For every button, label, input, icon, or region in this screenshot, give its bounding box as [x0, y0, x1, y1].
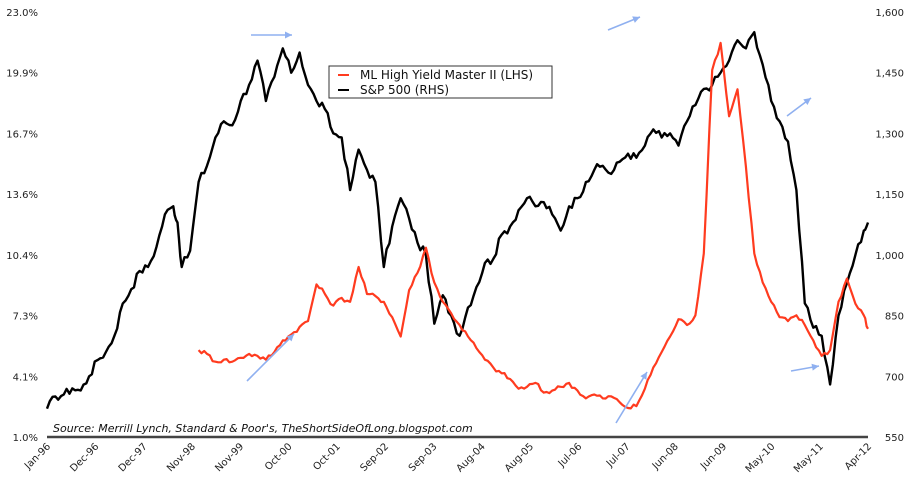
y-left-tick-label: 16.7%	[6, 129, 38, 140]
x-axis: Jan-96 Dec-96 Dec-97 Nov-98 Nov-99 Oct-00 Oct-…	[22, 441, 874, 475]
y-left-tick-label: 4.1%	[13, 372, 38, 383]
x-tick-label: Jun-08	[650, 441, 681, 472]
y-right-tick-label: 550	[885, 433, 904, 444]
series-line-sp500	[45, 31, 870, 410]
x-tick-label: Dec-97	[117, 441, 150, 474]
legend-label-hy: ML High Yield Master II (LHS)	[360, 68, 533, 82]
annotation-arrow	[615, 371, 648, 424]
x-tick-label: Dec-96	[68, 441, 101, 474]
source-note: Source: Merrill Lynch, Standard & Poor's…	[53, 422, 473, 435]
y-left-tick-label: 1.0%	[13, 433, 38, 444]
y-left-tick-label: 23.0%	[6, 8, 38, 19]
y-right-tick-label: 1,000	[875, 251, 904, 262]
annotation-arrowhead	[632, 16, 640, 23]
x-tick-label: Jun-09	[698, 441, 729, 472]
legend: ML High Yield Master II (LHS) S&P 500 (R…	[328, 65, 553, 99]
y-right-tick-label: 1,300	[875, 129, 904, 140]
y-left-tick-label: 7.3%	[13, 312, 38, 323]
y-right-tick-label: 1,600	[875, 8, 904, 19]
y-left-tick-label: 10.4%	[6, 251, 38, 262]
x-tick-label: Apr-12	[843, 441, 874, 472]
x-tick-label: Oct-01	[311, 441, 343, 473]
y-left-tick-label: 19.9%	[6, 69, 38, 80]
annotation-arrow	[246, 333, 295, 382]
y-axis-right: 550 700 850 1,000 1,150 1,300 1,450 1,600	[875, 8, 904, 444]
x-tick-label: Jan-96	[22, 441, 53, 472]
x-tick-label: Oct-00	[263, 441, 295, 473]
y-axis-left: 1.0% 4.1% 7.3% 10.4% 13.6% 16.7% 19.9% 23.0%	[6, 8, 38, 444]
annotation-arrows	[246, 16, 820, 424]
annotation-arrowhead	[640, 372, 647, 380]
y-right-tick-label: 1,450	[875, 69, 904, 80]
x-tick-label: Sep-03	[407, 441, 440, 474]
y-right-tick-label: 850	[885, 312, 904, 323]
x-tick-label: Aug-05	[503, 441, 536, 474]
legend-box	[328, 65, 553, 99]
annotation-arrowhead	[811, 363, 819, 371]
x-tick-label: Aug-04	[455, 441, 488, 474]
series-layer	[45, 31, 870, 410]
x-tick-label: Jul-06	[556, 441, 585, 470]
x-tick-label: Nov-98	[165, 441, 198, 474]
x-tick-label: Nov-99	[213, 441, 246, 474]
y-right-tick-label: 700	[885, 372, 904, 383]
y-left-tick-label: 13.6%	[6, 190, 38, 201]
legend-label-sp500: S&P 500 (RHS)	[360, 83, 449, 97]
annotation-arrowhead	[803, 98, 811, 105]
x-tick-label: Sep-02	[359, 441, 392, 474]
x-tick-label: Jul-07	[604, 441, 633, 470]
y-right-tick-label: 1,150	[875, 190, 904, 201]
annotation-arrowhead	[285, 31, 292, 39]
series-line-hy-yield	[197, 41, 869, 410]
x-tick-label: May-10	[744, 441, 778, 475]
x-tick-label: May-11	[792, 441, 826, 475]
annotation-arrowhead	[286, 334, 294, 342]
